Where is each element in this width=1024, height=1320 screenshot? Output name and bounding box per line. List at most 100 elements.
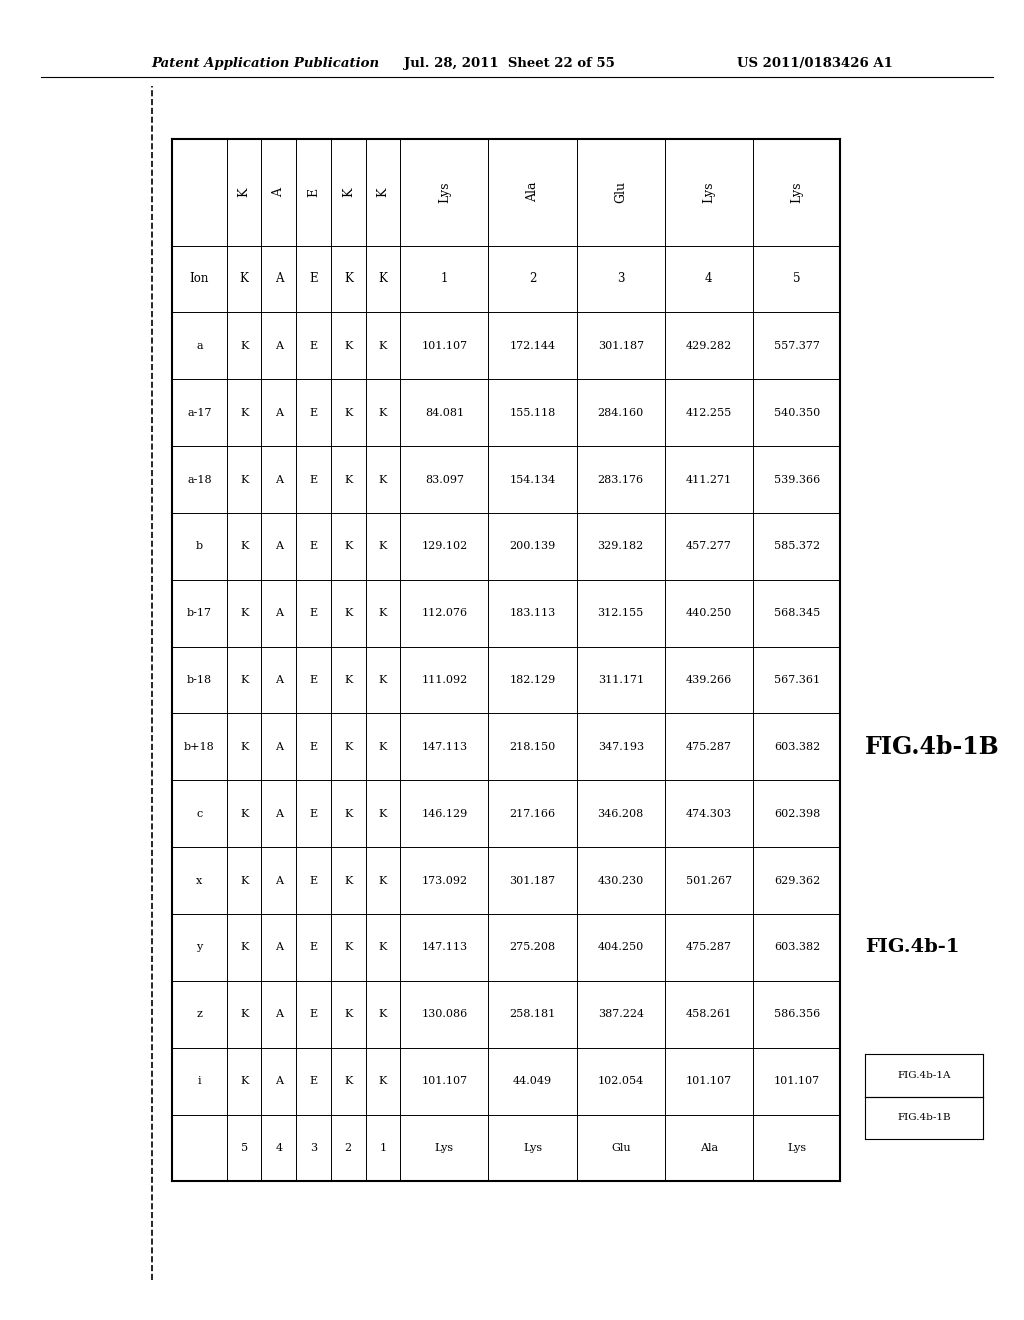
Text: Patent Application Publication: Patent Application Publication bbox=[152, 57, 380, 70]
Text: 4: 4 bbox=[706, 272, 713, 285]
Text: A: A bbox=[274, 675, 283, 685]
Text: 83.097: 83.097 bbox=[425, 474, 464, 484]
Text: K: K bbox=[344, 474, 352, 484]
Text: K: K bbox=[240, 1010, 249, 1019]
Text: E: E bbox=[309, 1010, 317, 1019]
Text: 217.166: 217.166 bbox=[510, 809, 556, 818]
Text: E: E bbox=[309, 541, 317, 552]
Text: 155.118: 155.118 bbox=[509, 408, 556, 417]
Text: K: K bbox=[344, 1010, 352, 1019]
Text: 183.113: 183.113 bbox=[509, 609, 556, 618]
Text: K: K bbox=[240, 675, 249, 685]
Text: A: A bbox=[274, 474, 283, 484]
Text: K: K bbox=[240, 742, 249, 752]
Text: 602.398: 602.398 bbox=[774, 809, 820, 818]
Text: Lys: Lys bbox=[523, 1143, 542, 1152]
Text: K: K bbox=[379, 675, 387, 685]
Text: K: K bbox=[379, 742, 387, 752]
Text: A: A bbox=[274, 875, 283, 886]
Text: 301.187: 301.187 bbox=[598, 341, 644, 351]
Text: 404.250: 404.250 bbox=[598, 942, 644, 953]
Text: K: K bbox=[344, 541, 352, 552]
Text: b+18: b+18 bbox=[184, 742, 215, 752]
Text: 603.382: 603.382 bbox=[774, 742, 820, 752]
Text: Jul. 28, 2011  Sheet 22 of 55: Jul. 28, 2011 Sheet 22 of 55 bbox=[404, 57, 615, 70]
Text: 430.230: 430.230 bbox=[598, 875, 644, 886]
Text: 200.139: 200.139 bbox=[509, 541, 556, 552]
Text: 329.182: 329.182 bbox=[598, 541, 644, 552]
Text: 111.092: 111.092 bbox=[421, 675, 468, 685]
Text: b-17: b-17 bbox=[187, 609, 212, 618]
Text: 129.102: 129.102 bbox=[421, 541, 468, 552]
Text: 501.267: 501.267 bbox=[686, 875, 732, 886]
Text: K: K bbox=[344, 408, 352, 417]
Text: K: K bbox=[344, 341, 352, 351]
Text: 346.208: 346.208 bbox=[598, 809, 644, 818]
Text: A: A bbox=[274, 1010, 283, 1019]
Text: 2: 2 bbox=[345, 1143, 352, 1152]
Text: b-18: b-18 bbox=[186, 675, 212, 685]
Text: E: E bbox=[309, 408, 317, 417]
Text: 301.187: 301.187 bbox=[510, 875, 556, 886]
Text: K: K bbox=[240, 541, 249, 552]
Text: Lys: Lys bbox=[702, 181, 716, 203]
Text: Lys: Lys bbox=[787, 1143, 807, 1152]
Text: K: K bbox=[344, 1076, 352, 1086]
Text: K: K bbox=[342, 187, 354, 197]
Text: 429.282: 429.282 bbox=[686, 341, 732, 351]
Text: 5: 5 bbox=[241, 1143, 248, 1152]
Text: K: K bbox=[379, 1076, 387, 1086]
Text: 101.107: 101.107 bbox=[421, 341, 468, 351]
Text: K: K bbox=[379, 341, 387, 351]
Text: 147.113: 147.113 bbox=[421, 742, 468, 752]
Text: K: K bbox=[344, 609, 352, 618]
Text: K: K bbox=[240, 408, 249, 417]
Text: Ala: Ala bbox=[699, 1143, 718, 1152]
Text: 44.049: 44.049 bbox=[513, 1076, 552, 1086]
Text: 1: 1 bbox=[380, 1143, 387, 1152]
Text: 146.129: 146.129 bbox=[421, 809, 468, 818]
Text: FIG.4b-1B: FIG.4b-1B bbox=[865, 735, 999, 759]
Text: 439.266: 439.266 bbox=[686, 675, 732, 685]
Text: E: E bbox=[309, 875, 317, 886]
Text: K: K bbox=[240, 875, 249, 886]
Text: K: K bbox=[240, 942, 249, 953]
Text: E: E bbox=[309, 272, 317, 285]
Text: z: z bbox=[197, 1010, 203, 1019]
Text: K: K bbox=[344, 809, 352, 818]
Text: 275.208: 275.208 bbox=[510, 942, 556, 953]
Text: 2: 2 bbox=[528, 272, 537, 285]
Text: 457.277: 457.277 bbox=[686, 541, 732, 552]
Text: 540.350: 540.350 bbox=[774, 408, 820, 417]
Text: K: K bbox=[344, 942, 352, 953]
Text: Glu: Glu bbox=[611, 1143, 631, 1152]
Text: 557.377: 557.377 bbox=[774, 341, 820, 351]
Text: 101.107: 101.107 bbox=[686, 1076, 732, 1086]
Text: a-18: a-18 bbox=[187, 474, 212, 484]
Text: 4: 4 bbox=[275, 1143, 283, 1152]
Text: 387.224: 387.224 bbox=[598, 1010, 644, 1019]
Text: A: A bbox=[272, 187, 286, 197]
Text: 182.129: 182.129 bbox=[509, 675, 556, 685]
Text: A: A bbox=[274, 809, 283, 818]
Text: 585.372: 585.372 bbox=[774, 541, 820, 552]
Text: a-17: a-17 bbox=[187, 408, 212, 417]
Text: E: E bbox=[309, 942, 317, 953]
Text: K: K bbox=[344, 742, 352, 752]
Text: 283.176: 283.176 bbox=[598, 474, 644, 484]
Text: K: K bbox=[240, 341, 249, 351]
Text: 130.086: 130.086 bbox=[421, 1010, 468, 1019]
Text: 440.250: 440.250 bbox=[686, 609, 732, 618]
Text: E: E bbox=[309, 341, 317, 351]
Text: 101.107: 101.107 bbox=[421, 1076, 468, 1086]
Text: 567.361: 567.361 bbox=[774, 675, 820, 685]
Text: K: K bbox=[344, 875, 352, 886]
Text: FIG.4b-1: FIG.4b-1 bbox=[865, 939, 959, 957]
Text: K: K bbox=[379, 609, 387, 618]
Text: K: K bbox=[379, 474, 387, 484]
Text: K: K bbox=[240, 1076, 249, 1086]
Text: FIG.4b-1A: FIG.4b-1A bbox=[897, 1071, 951, 1080]
Text: x: x bbox=[197, 875, 203, 886]
Text: 84.081: 84.081 bbox=[425, 408, 464, 417]
Text: K: K bbox=[379, 942, 387, 953]
